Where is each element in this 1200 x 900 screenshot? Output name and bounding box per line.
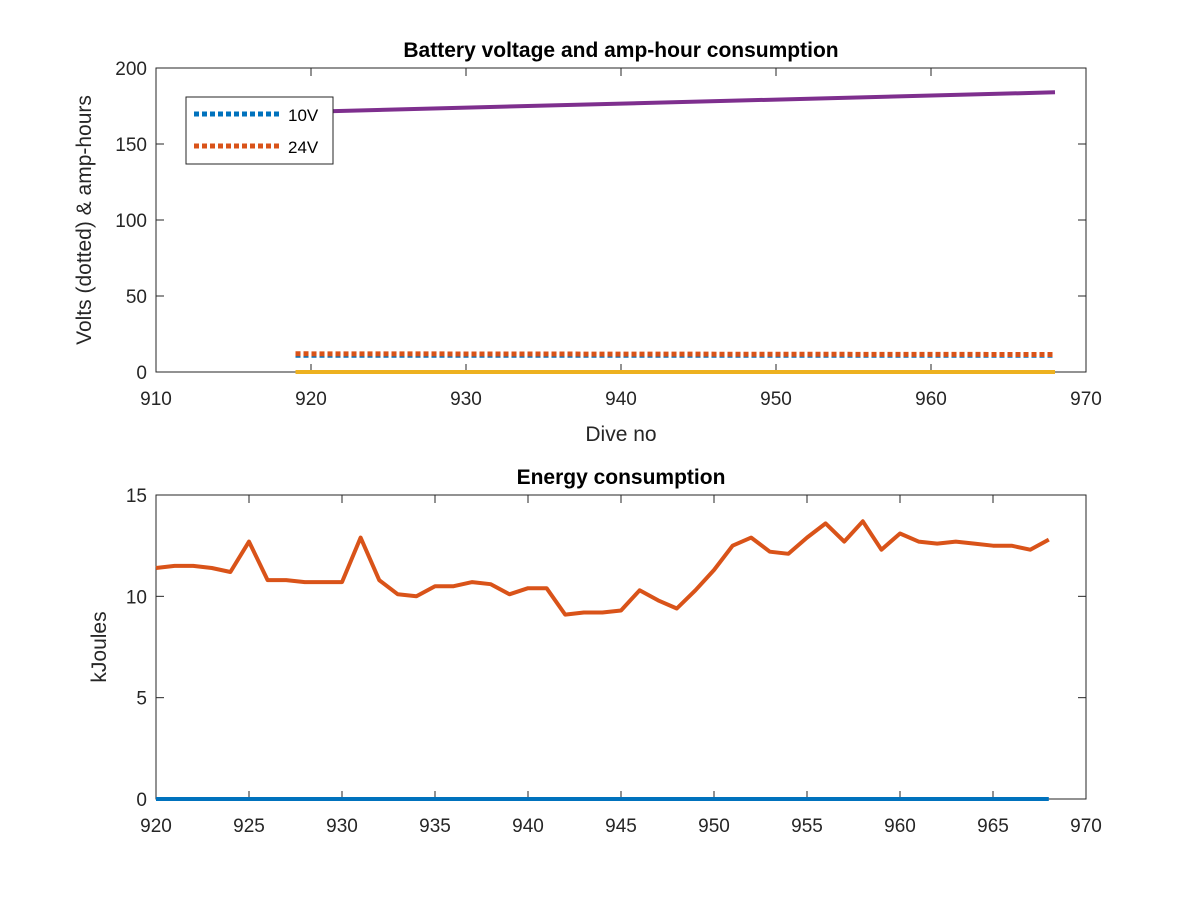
tick-group: 920 925 930 935 940 945 950 955 960 965 970 0 5 10 15 bbox=[126, 486, 1102, 837]
y-tick-label: 0 bbox=[136, 363, 147, 384]
tick-group: 910 920 930 940 950 960 970 0 50 100 150 200 bbox=[115, 59, 1102, 410]
series-line-24v bbox=[295, 351, 1056, 357]
x-tick-label: 930 bbox=[450, 389, 482, 410]
voltage-amphour-axes: Battery voltage and amp-hour consumption… bbox=[73, 39, 1102, 446]
energy-axes: Energy consumption 920 925 930 935 940 945 950… bbox=[88, 466, 1102, 837]
legend-label-10v: 10V bbox=[288, 106, 319, 125]
y-tick-label: 5 bbox=[136, 689, 147, 710]
x-tick-label: 940 bbox=[512, 816, 544, 837]
x-tick-label: 920 bbox=[295, 389, 327, 410]
x-tick-label: 950 bbox=[760, 389, 792, 410]
plot-area-frame bbox=[155, 494, 1087, 800]
y-tick-label: 100 bbox=[115, 211, 147, 232]
y-tick-label: 200 bbox=[115, 59, 147, 80]
series-line-3 bbox=[295, 90, 1056, 115]
x-tick-label: 910 bbox=[140, 389, 172, 410]
x-tick-label: 960 bbox=[884, 816, 916, 837]
x-tick-label: 935 bbox=[419, 816, 451, 837]
y-axis-label: Volts (dotted) & amp-hours bbox=[73, 95, 96, 345]
y-tick-label: 150 bbox=[115, 135, 147, 156]
y-tick-label: 15 bbox=[126, 486, 147, 507]
x-tick-label: 940 bbox=[605, 389, 637, 410]
x-tick-label: 930 bbox=[326, 816, 358, 837]
series-line-1 bbox=[155, 519, 1050, 617]
x-axis-label: Dive no bbox=[585, 423, 656, 446]
legend-label-24v: 24V bbox=[288, 138, 319, 157]
chart-title: Battery voltage and amp-hour consumption bbox=[403, 39, 838, 62]
series-layer bbox=[295, 90, 1056, 374]
series-layer bbox=[155, 519, 1050, 801]
y-tick-label: 50 bbox=[126, 287, 147, 308]
legend: 10V 24V bbox=[185, 96, 334, 165]
x-tick-label: 945 bbox=[605, 816, 637, 837]
y-tick-label: 0 bbox=[136, 790, 147, 811]
x-tick-label: 970 bbox=[1070, 389, 1102, 410]
y-axis-label: kJoules bbox=[88, 611, 111, 682]
x-tick-label: 960 bbox=[915, 389, 947, 410]
x-tick-label: 950 bbox=[698, 816, 730, 837]
legend-box bbox=[185, 96, 334, 165]
x-tick-label: 955 bbox=[791, 816, 823, 837]
x-tick-label: 965 bbox=[977, 816, 1009, 837]
x-tick-label: 920 bbox=[140, 816, 172, 837]
y-tick-label: 10 bbox=[126, 587, 147, 608]
x-tick-label: 970 bbox=[1070, 816, 1102, 837]
x-tick-label: 925 bbox=[233, 816, 265, 837]
chart-title: Energy consumption bbox=[517, 466, 726, 489]
